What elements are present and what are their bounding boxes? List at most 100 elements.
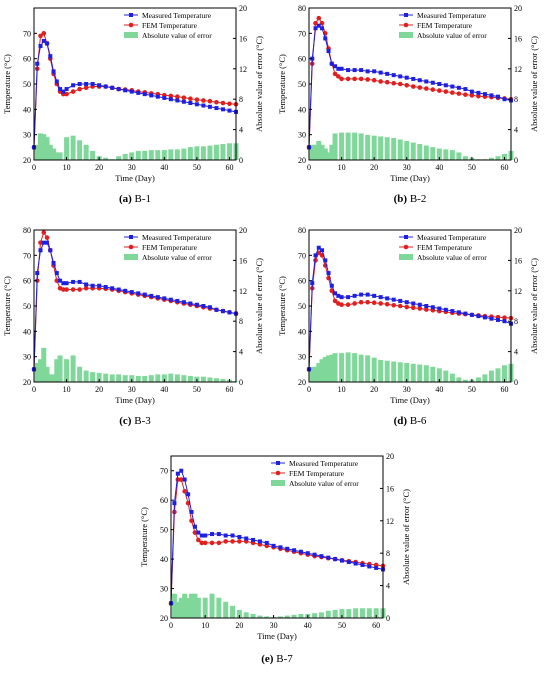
measured-point: [463, 311, 468, 316]
error-bar: [309, 144, 315, 160]
measured-point: [456, 85, 461, 90]
measured-point: [417, 302, 422, 307]
x-tick-label: 30: [128, 163, 136, 172]
legend-measured-label: Measured Temperature: [142, 11, 212, 20]
measured-point: [214, 307, 219, 312]
x-tick-label: 40: [435, 385, 443, 394]
error-bar: [109, 374, 115, 382]
x-tick-label: 40: [160, 163, 168, 172]
measured-point: [476, 90, 481, 95]
y-axis-label: Temperature (°C): [2, 54, 12, 114]
x-axis-label: Time (Day): [115, 173, 155, 183]
measured-point: [326, 555, 331, 560]
error-bar: [161, 374, 167, 382]
error-bar: [339, 609, 345, 618]
x-tick-label: 30: [403, 163, 411, 172]
x-tick-label: 20: [370, 163, 378, 172]
y-tick-label: 30: [298, 131, 306, 140]
chart-b1: 0 10 20 30 40 50 60 20 30 40 50 60 70 0 4 8 12 16 20 Time (…: [2, 4, 264, 183]
measured-point: [168, 97, 173, 102]
fem-point: [358, 76, 364, 82]
y2-tick-label: 20: [386, 452, 394, 461]
error-bar: [358, 354, 364, 382]
measured-point: [310, 56, 315, 61]
x-axis-label: Time (Day): [390, 173, 430, 183]
fem-point: [77, 86, 82, 92]
x-tick-label: 10: [201, 621, 209, 630]
measured-point: [54, 271, 59, 276]
measured-point: [58, 87, 63, 92]
y-tick-label: 30: [23, 131, 31, 140]
error-bar: [391, 361, 397, 382]
legend-measured-marker: [129, 13, 133, 17]
y-tick-label: 40: [298, 327, 306, 336]
measured-point: [398, 298, 403, 303]
error-bar: [449, 150, 455, 160]
fem-point: [38, 33, 43, 39]
fem-point: [345, 302, 351, 308]
y2-axis-label: Absolute value of error (°C): [529, 36, 539, 132]
error-bar: [174, 374, 180, 382]
error-bar: [38, 133, 44, 160]
fem-point: [175, 94, 180, 99]
measured-point: [51, 260, 56, 265]
fem-point: [332, 298, 338, 304]
y2-tick-label: 0: [239, 378, 243, 387]
y2-tick-label: 8: [239, 317, 243, 326]
measured-point: [64, 87, 69, 92]
error-bar: [200, 376, 206, 382]
fem-point: [209, 540, 215, 546]
error-bar: [488, 157, 494, 160]
y2-tick-label: 0: [239, 156, 243, 165]
caption-name: B-1: [134, 193, 152, 205]
error-bar: [475, 377, 481, 382]
caption-b1: (a) B-1: [0, 193, 270, 205]
error-bar: [57, 152, 63, 160]
legend-fem-marker: [128, 244, 134, 250]
fem-point: [378, 79, 383, 84]
y-tick-label: 40: [23, 327, 31, 336]
measured-point: [385, 296, 390, 301]
measured-point: [244, 536, 249, 541]
measured-point: [149, 293, 154, 298]
caption-name: B-2: [409, 193, 427, 205]
fem-point: [332, 71, 338, 77]
measured-point: [346, 560, 351, 565]
fem-point: [463, 92, 468, 97]
error-bar: [373, 608, 379, 618]
error-bar: [417, 364, 423, 382]
legend-error-swatch: [124, 254, 138, 260]
caption-name: B-6: [409, 415, 427, 427]
measured-point: [333, 557, 338, 562]
measured-point: [378, 295, 383, 300]
measured-point: [469, 89, 474, 94]
measured-point: [214, 106, 219, 111]
fem-point: [182, 489, 187, 494]
x-tick-label: 0: [169, 621, 173, 630]
legend-error-swatch: [399, 32, 413, 38]
measured-point: [365, 292, 370, 297]
measured-point: [316, 23, 321, 28]
fem-point: [339, 76, 344, 82]
error-bar: [175, 601, 181, 618]
error-bar: [116, 374, 122, 382]
measured-point: [182, 477, 187, 482]
fem-point: [61, 287, 66, 292]
measured-point: [305, 551, 310, 556]
measured-point: [430, 80, 435, 85]
error-bar: [192, 593, 198, 618]
measured-point: [437, 82, 442, 86]
measured-point: [469, 312, 474, 317]
error-bar: [495, 368, 501, 382]
fem-point: [38, 240, 43, 245]
x-tick-label: 40: [435, 163, 443, 172]
measured-point: [123, 288, 128, 293]
error-bar: [209, 593, 215, 618]
error-bar: [449, 373, 455, 382]
fem-point: [237, 539, 242, 544]
error-bar: [96, 372, 102, 382]
measured-point: [367, 564, 372, 569]
y-tick-label: 40: [298, 105, 306, 114]
error-bar: [332, 133, 338, 160]
error-bar: [397, 362, 403, 382]
